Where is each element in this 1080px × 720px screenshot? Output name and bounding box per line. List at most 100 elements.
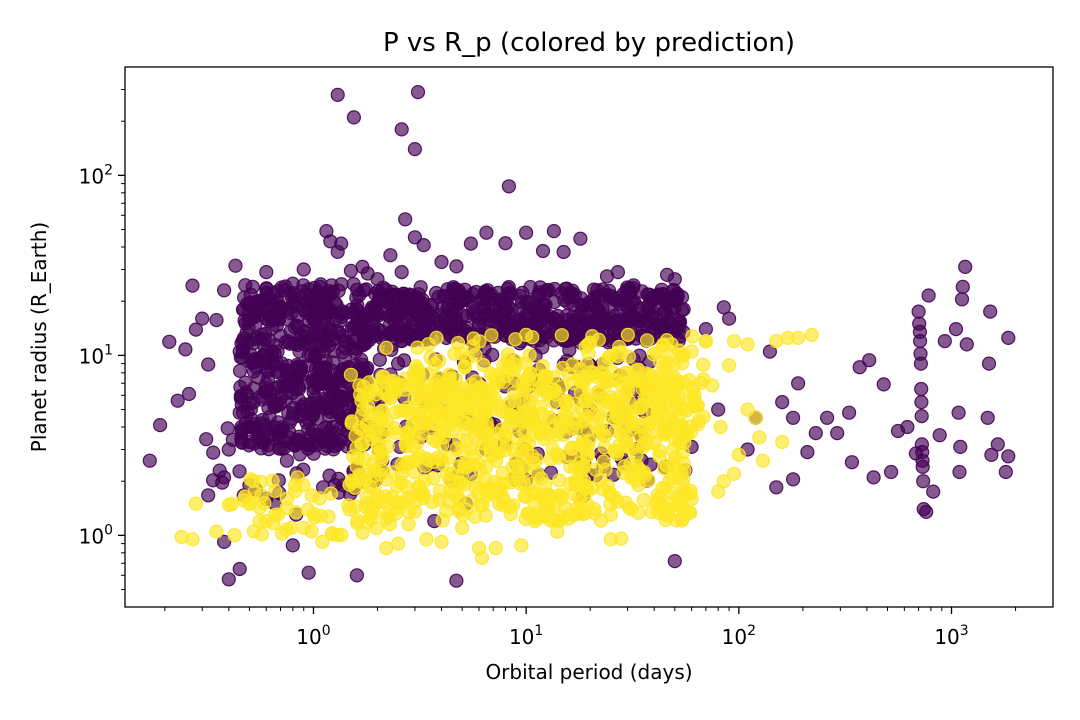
- data-point: [232, 405, 247, 420]
- data-point: [221, 497, 237, 512]
- data-point: [251, 293, 266, 308]
- axes-layer: 100 101 102 103 100 101 102: [79, 88, 1017, 649]
- y-axis-label: Planet radius (R_Earth): [27, 222, 51, 452]
- data-point: [597, 287, 612, 302]
- data-point: [639, 333, 655, 348]
- data-point: [610, 404, 626, 419]
- data-point: [647, 292, 662, 307]
- data-point: [389, 287, 404, 303]
- data-point: [618, 433, 633, 448]
- data-point: [258, 381, 273, 396]
- data-point: [318, 401, 333, 416]
- x-tick-label: 101: [509, 623, 543, 649]
- data-point: [711, 402, 726, 417]
- data-point: [852, 360, 867, 375]
- x-axis-label: Orbital period (days): [485, 660, 692, 684]
- data-point: [558, 395, 573, 410]
- data-point: [914, 409, 929, 424]
- data-point: [667, 272, 682, 287]
- data-point: [401, 517, 416, 532]
- data-point: [576, 458, 592, 473]
- data-point: [242, 496, 257, 511]
- x-tick-label: 100: [296, 623, 330, 649]
- y-tick-label: 102: [79, 162, 113, 188]
- data-point: [323, 287, 338, 302]
- data-point: [620, 327, 636, 342]
- data-point: [612, 339, 627, 354]
- data-point: [343, 367, 358, 382]
- data-point: [952, 464, 967, 480]
- data-point: [684, 344, 699, 359]
- data-point: [292, 447, 307, 462]
- data-point: [342, 502, 357, 517]
- data-point: [296, 520, 311, 536]
- data-point: [291, 432, 306, 447]
- data-point: [409, 359, 424, 374]
- data-point: [584, 365, 599, 380]
- data-point: [711, 484, 726, 499]
- data-point: [566, 487, 582, 502]
- data-point: [188, 322, 203, 337]
- y-tick-label: 101: [79, 342, 113, 368]
- data-point: [422, 311, 437, 326]
- data-point: [554, 379, 569, 394]
- data-point: [629, 459, 645, 474]
- data-point: [515, 448, 530, 463]
- data-point: [953, 439, 968, 454]
- data-point: [449, 573, 464, 588]
- data-point: [382, 390, 397, 405]
- data-point: [426, 471, 441, 486]
- data-point: [459, 421, 474, 436]
- data-point: [426, 384, 441, 399]
- data-point: [232, 561, 247, 577]
- data-point: [501, 396, 516, 411]
- data-point: [624, 502, 639, 517]
- data-point: [266, 286, 281, 301]
- data-point: [607, 326, 622, 341]
- data-point: [535, 243, 551, 259]
- data-point: [762, 344, 778, 359]
- data-point: [245, 279, 260, 294]
- data-point: [578, 339, 593, 354]
- data-point: [551, 450, 567, 465]
- data-point: [455, 520, 470, 536]
- data-point: [399, 479, 414, 494]
- data-point: [246, 524, 261, 539]
- data-point: [445, 286, 460, 301]
- data-point: [410, 408, 426, 423]
- data-point: [597, 428, 612, 444]
- data-point: [463, 236, 478, 251]
- data-point: [691, 413, 706, 428]
- data-point: [517, 425, 532, 440]
- data-point: [984, 447, 999, 462]
- data-point: [554, 328, 569, 343]
- data-point: [483, 366, 498, 381]
- data-point: [660, 355, 676, 370]
- data-point: [285, 290, 300, 306]
- data-point: [579, 481, 594, 496]
- data-point: [716, 300, 731, 315]
- data-point: [660, 307, 675, 322]
- data-point: [347, 480, 362, 495]
- data-point: [178, 342, 193, 357]
- data-point: [598, 462, 613, 477]
- data-point: [209, 313, 224, 328]
- data-point: [636, 492, 651, 508]
- data-point: [578, 393, 593, 409]
- data-point: [652, 449, 667, 464]
- data-point: [391, 356, 406, 371]
- data-point: [567, 410, 583, 425]
- data-point: [657, 393, 673, 408]
- data-point: [323, 486, 339, 501]
- data-point: [317, 434, 332, 449]
- data-point: [170, 393, 185, 408]
- data-point: [421, 337, 436, 352]
- data-point: [364, 502, 380, 517]
- data-point: [334, 236, 349, 251]
- data-point: [232, 363, 248, 378]
- data-point: [255, 413, 270, 428]
- data-point: [844, 455, 860, 470]
- data-point: [257, 338, 272, 353]
- data-point: [410, 84, 426, 100]
